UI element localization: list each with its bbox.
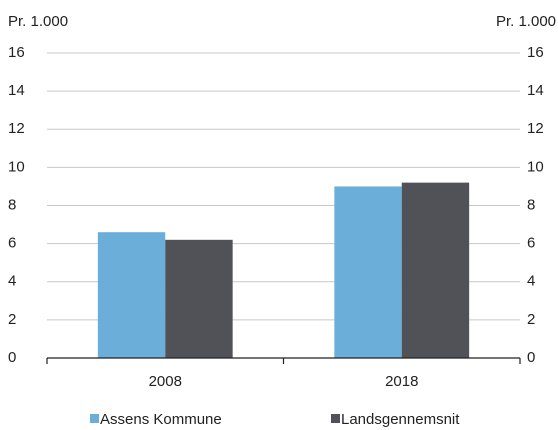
- x-tick-label: 2018: [385, 373, 418, 390]
- legend-swatch: [90, 414, 99, 423]
- y-tick-label: 16: [8, 44, 25, 61]
- y-tick-label: 14: [8, 82, 25, 99]
- legend-label: Landsgennemsnit: [341, 411, 460, 428]
- y-tick-label: 4: [8, 273, 16, 290]
- y2-tick-label: 6: [527, 235, 535, 252]
- y2-tick-label: 12: [527, 120, 544, 137]
- x-tick-label: 2008: [149, 373, 182, 390]
- y2-tick-label: 4: [527, 273, 535, 290]
- legend-label: Assens Kommune: [100, 411, 222, 428]
- y-tick-label: 6: [8, 235, 16, 252]
- y-axis-label: Pr. 1.000: [8, 13, 68, 30]
- y2-tick-label: 2: [527, 311, 535, 328]
- bar: [334, 186, 402, 358]
- y-tick-label: 12: [8, 120, 25, 137]
- bar: [165, 239, 233, 358]
- y-tick-label: 2: [8, 311, 16, 328]
- bar: [97, 232, 166, 358]
- bar: [401, 182, 470, 358]
- y-tick-label: 0: [8, 349, 16, 366]
- y-tick-label: 8: [8, 196, 16, 213]
- y2-tick-label: 0: [527, 349, 535, 366]
- y2-tick-label: 8: [527, 196, 535, 213]
- y2-tick-label: 14: [527, 82, 544, 99]
- y2-tick-label: 16: [527, 44, 544, 61]
- y2-tick-label: 10: [527, 158, 544, 175]
- y2-axis-label: Pr. 1.000: [496, 13, 556, 30]
- legend-swatch: [331, 414, 340, 423]
- y-tick-label: 10: [8, 158, 25, 175]
